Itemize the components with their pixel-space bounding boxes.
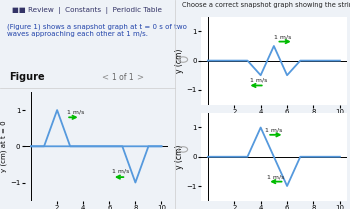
Text: 1 m/s: 1 m/s xyxy=(67,110,84,115)
Y-axis label: y (cm) at t = 0: y (cm) at t = 0 xyxy=(1,120,7,172)
Text: 1 m/s: 1 m/s xyxy=(267,174,285,179)
Y-axis label: y (cm): y (cm) xyxy=(175,145,184,169)
Text: 1 m/s: 1 m/s xyxy=(250,78,267,83)
Text: 1 m/s: 1 m/s xyxy=(112,168,129,173)
Text: >: > xyxy=(136,73,144,82)
Text: ■■ Review  |  Constants  |  Periodic Table: ■■ Review | Constants | Periodic Table xyxy=(13,7,162,14)
Text: 1 of 1: 1 of 1 xyxy=(112,73,133,82)
Text: Figure: Figure xyxy=(9,72,44,82)
Text: 1 m/s: 1 m/s xyxy=(265,128,282,133)
Text: Choose a correct snapshot graph showing the string at t = 3 s.: Choose a correct snapshot graph showing … xyxy=(182,2,350,8)
Text: 1 m/s: 1 m/s xyxy=(274,35,291,40)
Text: <: < xyxy=(102,73,108,82)
Y-axis label: y (cm): y (cm) xyxy=(175,48,184,73)
X-axis label: x (m): x (m) xyxy=(265,116,283,122)
Text: (Figure 1) shows a snapshot graph at t = 0 s of two
waves approaching each other: (Figure 1) shows a snapshot graph at t =… xyxy=(7,23,187,37)
